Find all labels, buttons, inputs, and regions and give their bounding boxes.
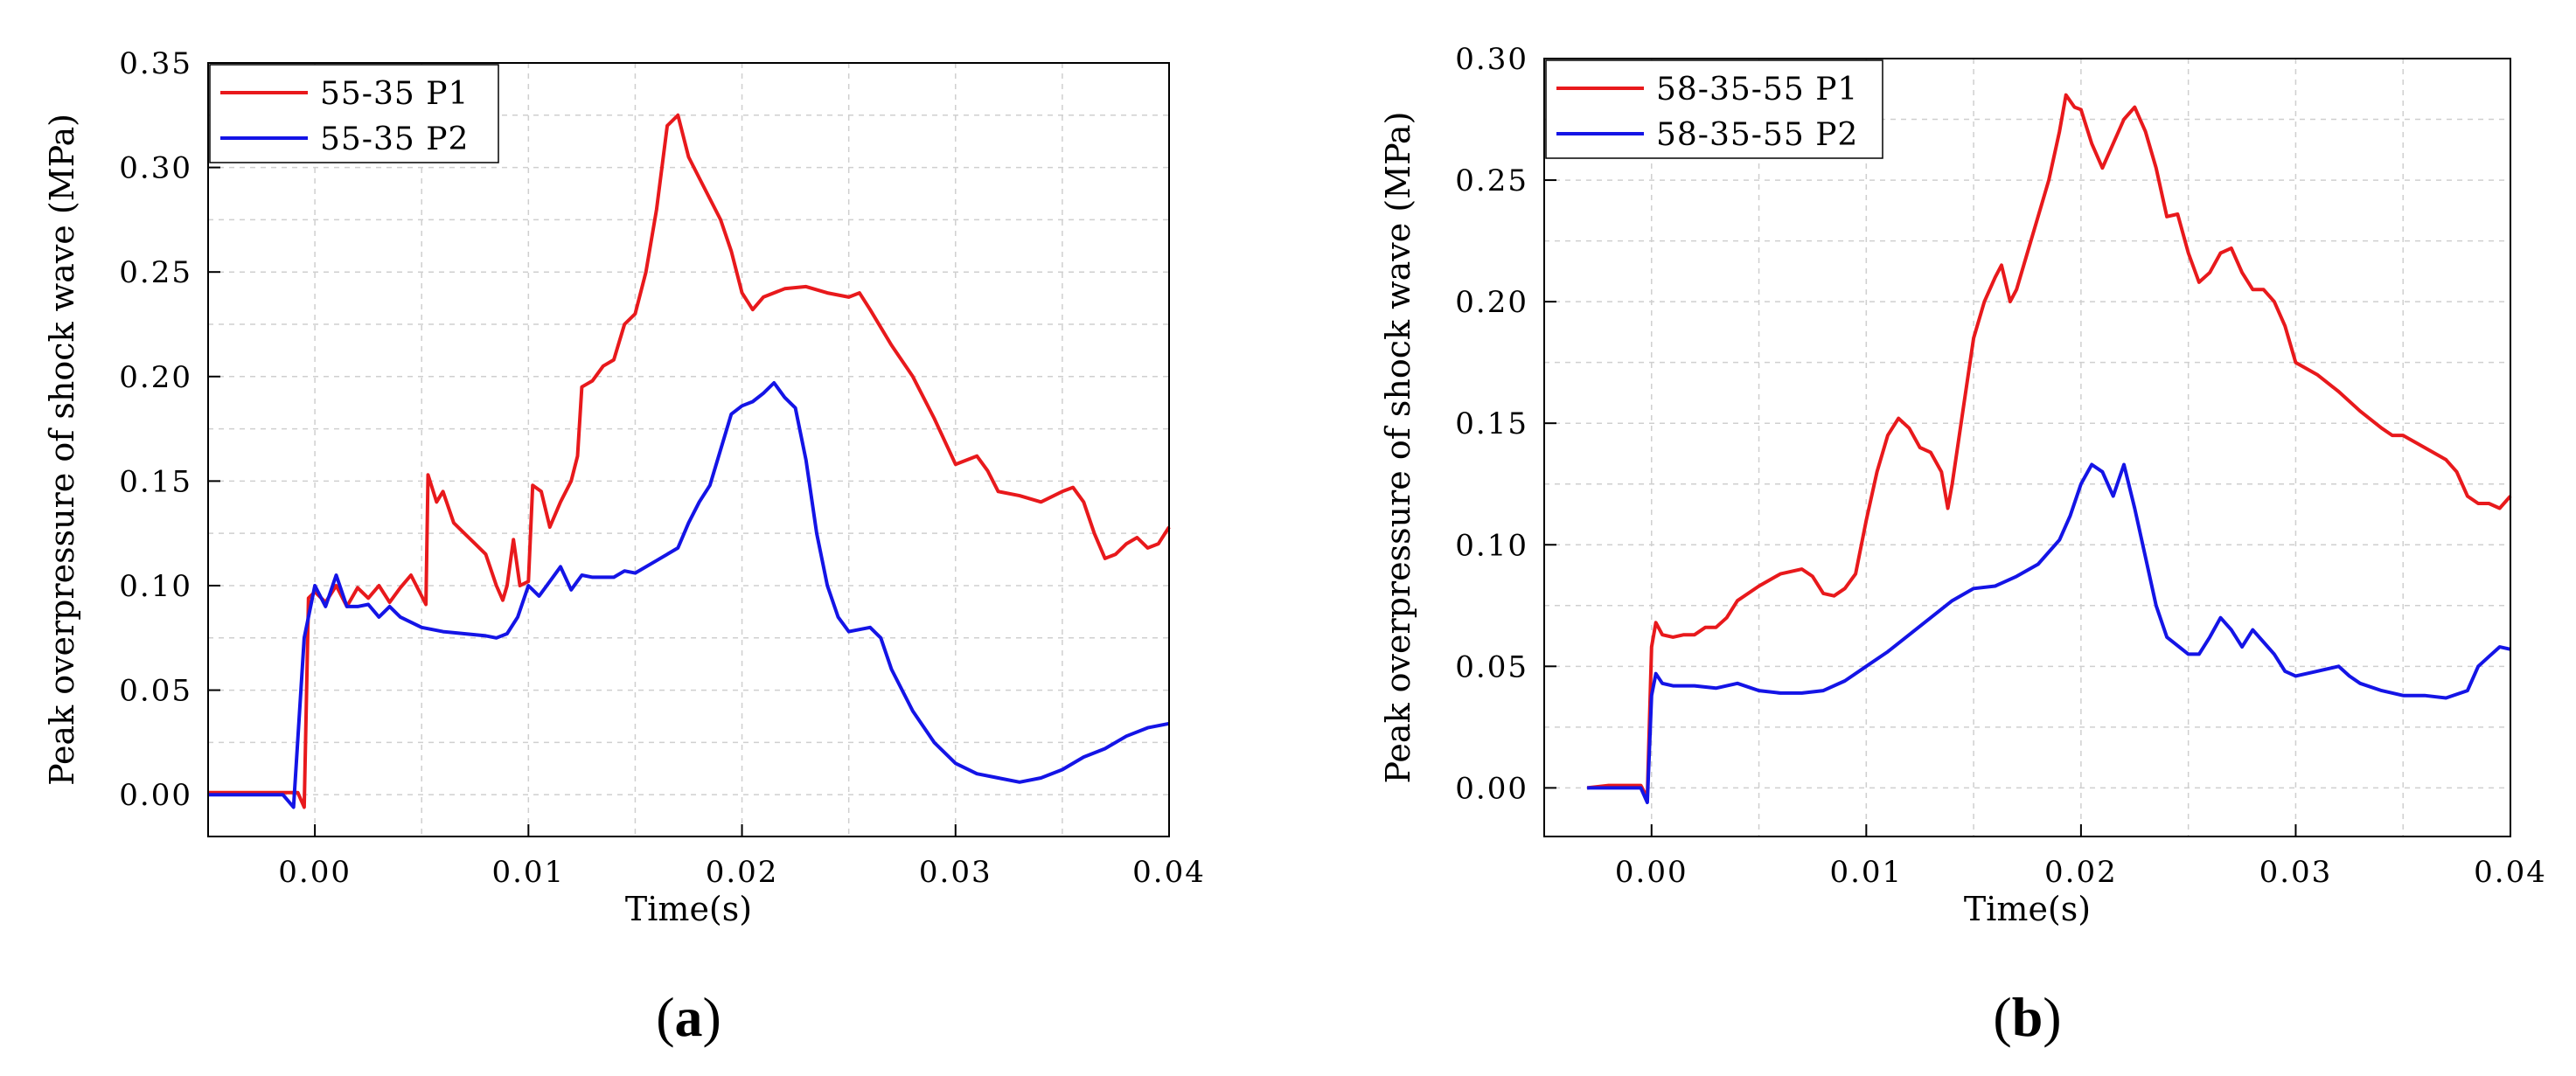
x-tick-labels: 0.00 0.01 0.02 0.03 0.04 <box>278 855 1206 890</box>
y-tick-labels: 0.00 0.05 0.10 0.15 0.20 0.25 0.30 <box>1455 42 1528 806</box>
chart-panel-a: 0.00 0.01 0.02 0.03 0.04 0.00 0.05 0.10 0.15 0.2… <box>43 46 1206 1048</box>
panel-letter-a: a <box>675 986 703 1048</box>
y-tick-label: 0.00 <box>119 778 192 813</box>
y-tick-label: 0.10 <box>1455 528 1528 563</box>
legend-label: 58-35-55 P2 <box>1656 117 1858 153</box>
legend: 58-35-55 P1 58-35-55 P2 <box>1545 59 1883 159</box>
y-axis-label: Peak overpressure of shock wave (MPa) <box>1379 112 1417 784</box>
legend: 55-35 P1 55-35 P2 <box>209 64 499 163</box>
y-tick-label: 0.30 <box>1455 42 1528 77</box>
series-line-2 <box>208 381 1170 809</box>
y-tick-label: 0.10 <box>119 569 192 604</box>
y-tick-label: 0.25 <box>119 255 192 290</box>
series-lines <box>208 113 1171 809</box>
x-tick-labels: 0.00 0.01 0.02 0.03 0.04 <box>1615 855 2547 890</box>
legend-label: 55-35 P2 <box>320 121 469 157</box>
legend-box <box>209 64 499 163</box>
legend-label: 55-35 P1 <box>320 76 469 112</box>
y-tick-label: 0.35 <box>119 46 192 81</box>
axis-ticks <box>1544 58 2511 837</box>
legend-label: 58-35-55 P1 <box>1656 72 1858 108</box>
y-tick-label: 0.05 <box>119 674 192 709</box>
y-tick-labels: 0.00 0.05 0.10 0.15 0.20 0.25 0.30 0.35 <box>119 46 192 813</box>
x-tick-label: 0.04 <box>2474 855 2547 890</box>
grid-lines <box>207 62 1170 837</box>
panel-letter-b: b <box>2012 986 2043 1048</box>
y-tick-label: 0.25 <box>1455 163 1528 198</box>
x-tick-label: 0.01 <box>1829 855 1903 890</box>
plot-frame <box>1543 58 2511 837</box>
x-axis-label: Time(s) <box>625 890 752 928</box>
series-line-1 <box>1586 93 2512 800</box>
series-lines <box>1586 93 2512 805</box>
series-line-2 <box>1587 462 2511 805</box>
y-tick-label: 0.30 <box>119 151 192 186</box>
axis-ticks <box>208 62 1170 837</box>
y-tick-label: 0.20 <box>119 360 192 395</box>
grid-lines <box>1543 58 2511 837</box>
chart-panel-b: 0.00 0.01 0.02 0.03 0.04 0.00 0.05 0.10 0.15 0.2… <box>1379 42 2547 1048</box>
x-tick-label: 0.00 <box>278 855 352 890</box>
x-tick-label: 0.00 <box>1615 855 1688 890</box>
y-tick-label: 0.15 <box>1455 406 1528 441</box>
plot-frame <box>207 62 1170 837</box>
x-axis-label: Time(s) <box>1964 890 2091 928</box>
x-tick-label: 0.03 <box>919 855 992 890</box>
y-tick-label: 0.00 <box>1455 771 1528 806</box>
series-line-1 <box>208 113 1171 809</box>
x-tick-label: 0.03 <box>2259 855 2333 890</box>
legend-box <box>1545 59 1883 159</box>
x-tick-label: 0.01 <box>491 855 565 890</box>
x-tick-label: 0.02 <box>2044 855 2118 890</box>
panel-label-b: (b) <box>1993 986 2061 1048</box>
y-tick-label: 0.20 <box>1455 285 1528 320</box>
x-tick-label: 0.02 <box>706 855 779 890</box>
y-tick-label: 0.15 <box>119 464 192 499</box>
panel-label-a: (a) <box>656 986 721 1048</box>
x-tick-label: 0.04 <box>1132 855 1206 890</box>
y-tick-label: 0.05 <box>1455 649 1528 684</box>
y-axis-label: Peak overpressure of shock wave (MPa) <box>43 114 81 786</box>
